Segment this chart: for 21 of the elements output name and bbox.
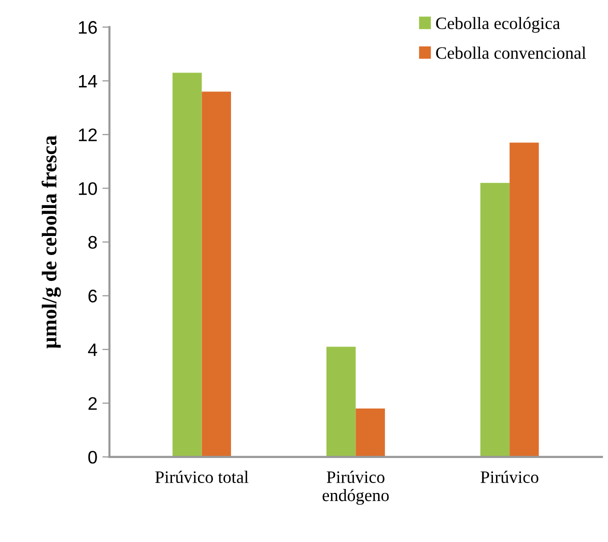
y-tick-label: 12 [78,128,97,142]
y-tick-label: 10 [78,182,97,195]
y-tick-label: 16 [78,21,97,34]
y-tick-label: 2 [88,397,97,410]
x-tick-label: Pirúvico total [155,470,248,484]
bar [326,346,356,457]
bar [510,142,539,457]
bar [172,72,202,457]
y-tick-label: 0 [88,450,97,464]
legend-label: Cebolla ecológica [436,16,560,33]
y-tick-label: 6 [88,290,97,302]
y-axis-title: µmol/g de cebolla fresca [42,136,61,348]
x-tick-label: Pirúvico [480,470,538,484]
legend-label: Cebolla convencional [436,46,586,59]
bar [356,408,385,457]
y-tick-label: 14 [78,74,98,88]
x-tick-label: Pirúvico endógeno [322,470,389,505]
y-tick-label: 8 [88,236,97,249]
bar [480,182,510,457]
bar [202,92,232,457]
y-tick-label: 4 [88,344,98,356]
